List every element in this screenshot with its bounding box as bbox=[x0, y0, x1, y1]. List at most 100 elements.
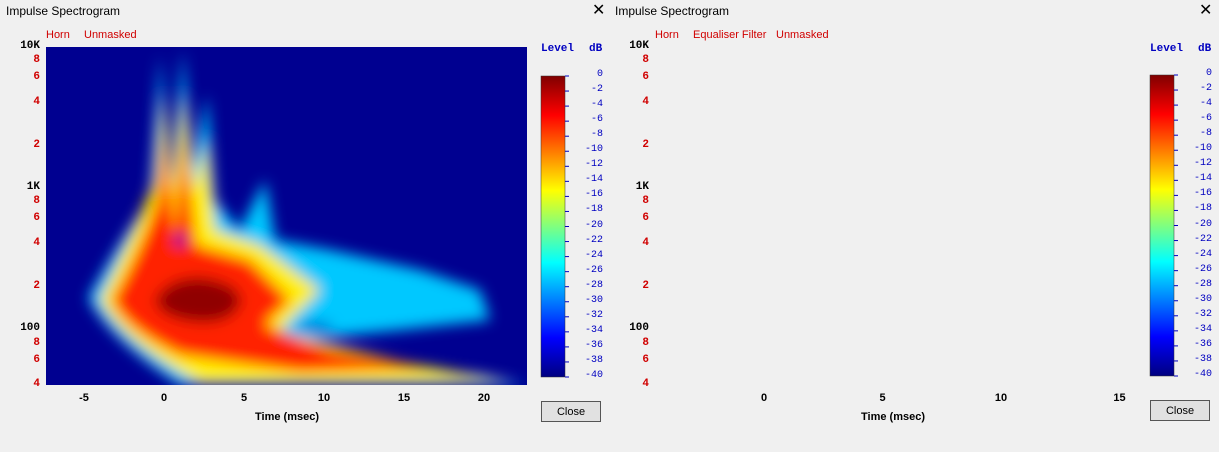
y-tick-label: 8 bbox=[33, 54, 40, 66]
colorbar bbox=[540, 75, 566, 378]
heat-layer bbox=[720, 125, 1135, 376]
colorbar bbox=[1149, 74, 1175, 377]
colorbar-tick-label: -24 bbox=[1193, 248, 1212, 260]
y-tick-label: 4 bbox=[642, 237, 649, 249]
y-tick-label: 1K bbox=[26, 181, 40, 193]
close-button[interactable]: Close bbox=[1150, 400, 1210, 421]
colorbar-tick-label: -32 bbox=[584, 309, 603, 321]
y-tick-label: 6 bbox=[642, 354, 649, 366]
colorbar-title: Level bbox=[1150, 43, 1184, 55]
colorbar-unit: dB bbox=[1198, 43, 1212, 55]
colorbar-tick-label: -40 bbox=[584, 370, 603, 381]
heat-hole bbox=[851, 227, 859, 237]
window: Impulse Spectrogram ✕ Horn Unmasked 10K 8 6 4 2 1… bbox=[0, 0, 607, 452]
y-tick-label: 4 bbox=[33, 378, 40, 390]
spectrogram bbox=[655, 47, 1178, 385]
heat-hole bbox=[175, 234, 185, 246]
y-tick-label: 8 bbox=[642, 195, 649, 207]
close-icon[interactable]: ✕ bbox=[592, 2, 606, 19]
heat-hole bbox=[818, 216, 826, 228]
heat-layer bbox=[750, 281, 900, 324]
close-icon[interactable]: ✕ bbox=[1199, 2, 1213, 19]
colorbar-tick-label: 0 bbox=[1205, 68, 1212, 79]
colorbar-tick-label: -10 bbox=[1193, 143, 1212, 155]
y-tick-label: 2 bbox=[33, 280, 40, 292]
background bbox=[655, 47, 1135, 385]
colorbar-tick-label: -38 bbox=[584, 354, 603, 366]
colorbar-tick-label: -12 bbox=[1193, 158, 1212, 170]
heat-layer bbox=[155, 277, 241, 323]
colorbar-tick-label: -24 bbox=[584, 249, 603, 261]
heat-layer bbox=[695, 50, 1135, 385]
y-tick-label: 2 bbox=[642, 280, 649, 292]
heat-layers bbox=[88, 50, 527, 385]
x-tick-label: 0 bbox=[160, 392, 168, 404]
colorbar-tick-label: -2 bbox=[1199, 83, 1212, 95]
colorbar-tick-label: -30 bbox=[1193, 293, 1212, 305]
x-tick-label: 15 bbox=[1113, 392, 1126, 404]
y-tick-label: 6 bbox=[642, 71, 649, 83]
colorbar-tick-label: -34 bbox=[1193, 323, 1212, 335]
plot-label: Unmasked bbox=[84, 29, 137, 41]
y-tick-label: 8 bbox=[642, 337, 649, 349]
y-tick-label: 10K bbox=[629, 40, 649, 52]
spectrogram bbox=[46, 47, 569, 385]
colorbar-tick-label: -14 bbox=[584, 174, 603, 186]
heat-layer bbox=[705, 90, 1135, 385]
y-tick-label: 4 bbox=[642, 96, 649, 108]
y-tick-label: 4 bbox=[33, 237, 40, 249]
colorbar-tick-label: -6 bbox=[590, 114, 603, 126]
x-tick-label: 15 bbox=[397, 392, 411, 404]
colorbar-tick-label: -18 bbox=[584, 204, 603, 216]
colorbar-tick-label: -30 bbox=[584, 294, 603, 306]
y-tick-label: 8 bbox=[642, 54, 649, 66]
y-tick-label: 6 bbox=[33, 354, 40, 366]
colorbar-tick-label: -8 bbox=[1199, 128, 1212, 140]
colorbar-tick-label: -20 bbox=[1193, 218, 1212, 230]
plot-label: Horn bbox=[655, 29, 679, 41]
colorbar-tick-label: -8 bbox=[590, 129, 603, 141]
colorbar-tick-label: -16 bbox=[1193, 188, 1212, 200]
window: Impulse Spectrogram ✕ Horn Equaliser Filter… bbox=[609, 0, 1216, 452]
colorbar-tick-label: -14 bbox=[1193, 173, 1212, 185]
heat-hole bbox=[297, 323, 333, 331]
y-tick-label: 2 bbox=[642, 139, 649, 151]
y-tick-label: 6 bbox=[642, 212, 649, 224]
colorbar-tick-label: -20 bbox=[584, 219, 603, 231]
colorbar-tick-label: -34 bbox=[584, 324, 603, 336]
x-tick-label: 5 bbox=[240, 392, 248, 404]
colorbar-title: Level bbox=[541, 43, 575, 55]
x-axis-label: Time (msec) bbox=[255, 411, 319, 423]
colorbar-unit: dB bbox=[589, 43, 603, 55]
colorbar-tick-label: -36 bbox=[1193, 338, 1212, 350]
y-tick-label: 8 bbox=[33, 195, 40, 207]
colorbar-tick-label: -22 bbox=[1193, 233, 1212, 245]
y-tick-label: 100 bbox=[20, 322, 40, 334]
x-tick-label: -5 bbox=[79, 392, 89, 404]
y-tick-label: 8 bbox=[33, 337, 40, 349]
colorbar-tick-label: -4 bbox=[1199, 98, 1212, 110]
colorbar-tick-label: 0 bbox=[596, 69, 603, 80]
x-axis-label: Time (msec) bbox=[861, 411, 925, 423]
y-tick-label: 100 bbox=[629, 322, 649, 334]
colorbar-tick-label: -32 bbox=[1193, 308, 1212, 320]
plot-label: Horn bbox=[46, 29, 70, 41]
colorbar-tick-label: -22 bbox=[584, 234, 603, 246]
colorbar-tick-label: -4 bbox=[590, 99, 603, 111]
colorbar-tick-label: -2 bbox=[590, 84, 603, 96]
y-tick-label: 6 bbox=[33, 71, 40, 83]
colorbar-tick-label: -26 bbox=[584, 264, 603, 276]
colorbar-tick-label: -38 bbox=[1193, 353, 1212, 365]
colorbar-tick-label: -18 bbox=[1193, 203, 1212, 215]
y-tick-label: 4 bbox=[33, 96, 40, 108]
y-tick-label: 6 bbox=[33, 212, 40, 224]
colorbar-tick-label: -26 bbox=[1193, 263, 1212, 275]
colorbar-tick-label: -28 bbox=[1193, 278, 1212, 290]
close-button[interactable]: Close bbox=[541, 401, 601, 422]
plot-label: Unmasked bbox=[776, 29, 829, 41]
heat-hole bbox=[773, 235, 783, 247]
window-title: Impulse Spectrogram bbox=[615, 4, 730, 18]
heatmap bbox=[46, 47, 527, 385]
colorbar-tick-label: -16 bbox=[584, 189, 603, 201]
colorbar-tick-label: -6 bbox=[1199, 113, 1212, 125]
